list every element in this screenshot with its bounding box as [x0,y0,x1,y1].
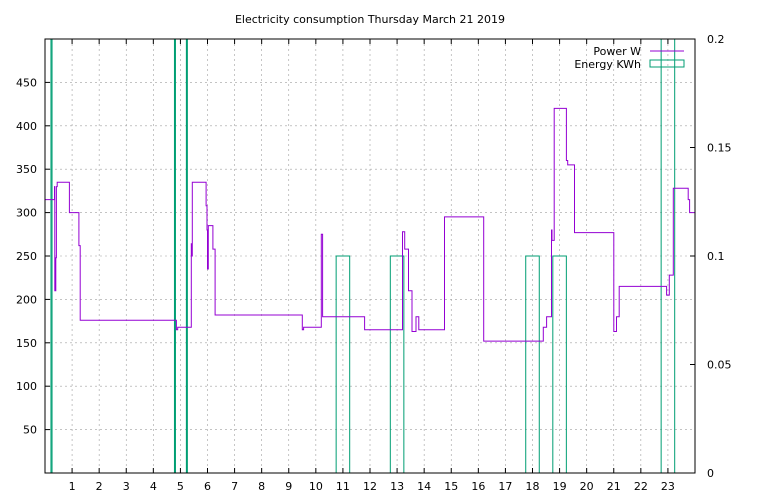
y2-axis: 0 0.05 0.1 0.15 0.2 [690,33,732,480]
y-tick-label: 150 [16,337,37,350]
y-tick-label: 450 [16,76,37,89]
x-tick-label: 13 [390,480,404,493]
y-axis: 50 100 150 200 250 300 350 400 450 [16,76,50,437]
x-tick-label: 10 [309,480,323,493]
x-tick-label: 5 [177,480,184,493]
energy-bar [173,38,176,474]
x-tick-label: 23 [661,480,675,493]
x-tick-label: 2 [96,480,103,493]
y-tick-label: 300 [16,207,37,220]
x-tick-label: 11 [336,480,350,493]
y-tick-label: 200 [16,293,37,306]
x-tick-label: 17 [498,480,512,493]
grid [45,39,695,473]
x-tick-label: 12 [363,480,377,493]
x-tick-label: 3 [123,480,130,493]
x-tick-label: 9 [285,480,292,493]
power-series [45,107,696,342]
legend-box-energy [649,59,685,68]
x-tick-label: 6 [204,480,211,493]
energy-bar [185,38,188,474]
y-tick-label: 100 [16,380,37,393]
x-tick-label: 4 [150,480,157,493]
y2-tick-label: 0.1 [707,250,725,263]
x-tick-label: 1 [69,480,76,493]
legend: Power W Energy KWh [574,45,685,71]
x-tick-label: 18 [526,480,540,493]
x-tick-label: 14 [417,480,431,493]
y2-tick-label: 0.2 [707,33,725,46]
y-tick-label: 350 [16,163,37,176]
x-tick-label: 20 [580,480,594,493]
chart-title: Electricity consumption Thursday March 2… [235,13,505,26]
power-line [45,107,696,342]
x-tick-label: 8 [258,480,265,493]
x-tick-label: 21 [607,480,621,493]
x-tick-label: 16 [471,480,485,493]
legend-label-power: Power W [593,45,641,58]
x-axis: 1 2 3 4 5 6 7 8 9 10 11 12 13 14 15 16 17 18 19 20 21 22 23 [69,39,675,493]
x-tick-label: 22 [634,480,648,493]
y2-tick-label: 0 [707,467,714,480]
legend-label-energy: Energy KWh [574,58,641,71]
y-tick-label: 250 [16,250,37,263]
y2-tick-label: 0.05 [707,359,732,372]
x-tick-label: 19 [553,480,567,493]
y-tick-label: 50 [23,424,37,437]
y-tick-label: 400 [16,120,37,133]
x-tick-label: 7 [231,480,238,493]
y2-tick-label: 0.15 [707,142,732,155]
x-tick-label: 15 [444,480,458,493]
